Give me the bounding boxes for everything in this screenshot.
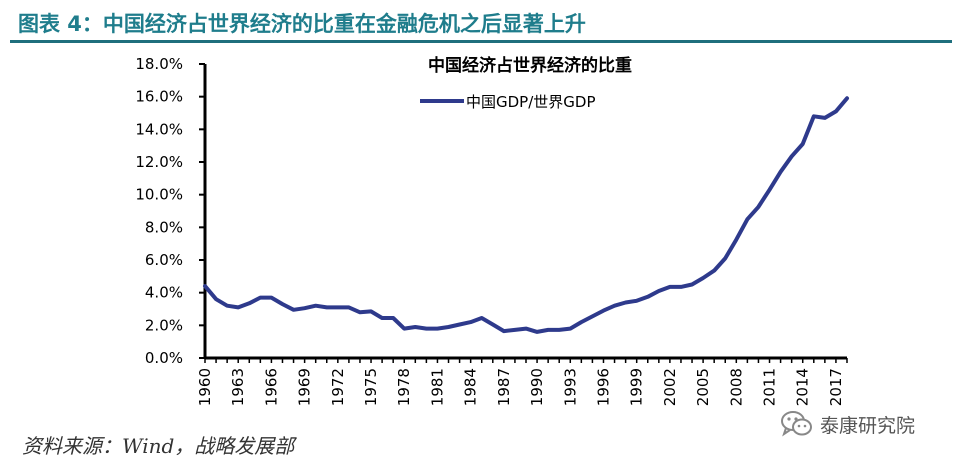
y-tick-label: 4.0% (145, 284, 183, 302)
x-tick-label: 1960 (196, 368, 214, 406)
y-tick-label: 14.0% (135, 120, 183, 138)
chart-title: 中国经济占世界经济的比重 (428, 55, 632, 76)
series-line (203, 96, 849, 334)
watermark-text: 泰康研究院 (820, 414, 916, 437)
y-tick-label: 18.0% (135, 55, 183, 73)
x-tick-label: 2017 (827, 368, 845, 406)
x-tick-label: 1975 (362, 368, 380, 406)
x-tick-label: 2008 (727, 368, 745, 406)
x-tick-label: 1984 (462, 368, 480, 406)
x-tick-label: 1990 (528, 368, 546, 406)
x-tick-label: 1999 (628, 368, 646, 406)
legend-label: 中国GDP/世界GDP (466, 93, 596, 111)
source-note: 资料来源：Wind，战略发展部 (22, 434, 295, 458)
header-divider (10, 40, 952, 43)
y-tick-label: 2.0% (145, 316, 183, 334)
y-tick-label: 6.0% (145, 251, 183, 269)
x-tick-label: 1966 (262, 368, 280, 406)
y-axis: 0.0% 2.0% 4.0% 6.0% 8.0% 10.0% 12.0% 14.0% 16.0%… (135, 55, 207, 367)
x-axis: 1960 1963 1966 1969 1972 1975 1978 1981 1984 1987… (196, 356, 848, 406)
y-tick-label: 8.0% (145, 218, 183, 236)
x-tick-label: 1987 (495, 368, 513, 406)
series-group (203, 96, 849, 334)
x-tick-label: 1978 (395, 368, 413, 406)
x-tick-label: 1972 (329, 368, 347, 406)
figure-header: 图表 4：中国经济占世界经济的比重在金融危机之后显著上升 (0, 0, 972, 44)
y-tick-label: 0.0% (145, 349, 183, 367)
watermark: 泰康研究院 (780, 407, 915, 441)
x-tick-label: 2011 (761, 368, 779, 406)
wechat-icon (781, 411, 812, 437)
y-tick-label: 12.0% (135, 153, 183, 171)
x-tick-label: 2002 (661, 368, 679, 406)
x-tick-label: 1969 (296, 368, 314, 406)
x-tick-label: 2014 (794, 368, 812, 406)
legend: 中国GDP/世界GDP (420, 93, 596, 111)
y-tick-label: 16.0% (135, 88, 183, 106)
figure-title: 图表 4：中国经济占世界经济的比重在金融危机之后显著上升 (18, 12, 586, 36)
x-tick-label: 1996 (594, 368, 612, 406)
x-tick-label: 2005 (694, 368, 712, 406)
x-tick-label: 1981 (428, 368, 446, 406)
x-tick-label: 1993 (561, 368, 579, 406)
x-tick-label: 1963 (229, 368, 247, 406)
y-tick-label: 10.0% (135, 186, 183, 204)
